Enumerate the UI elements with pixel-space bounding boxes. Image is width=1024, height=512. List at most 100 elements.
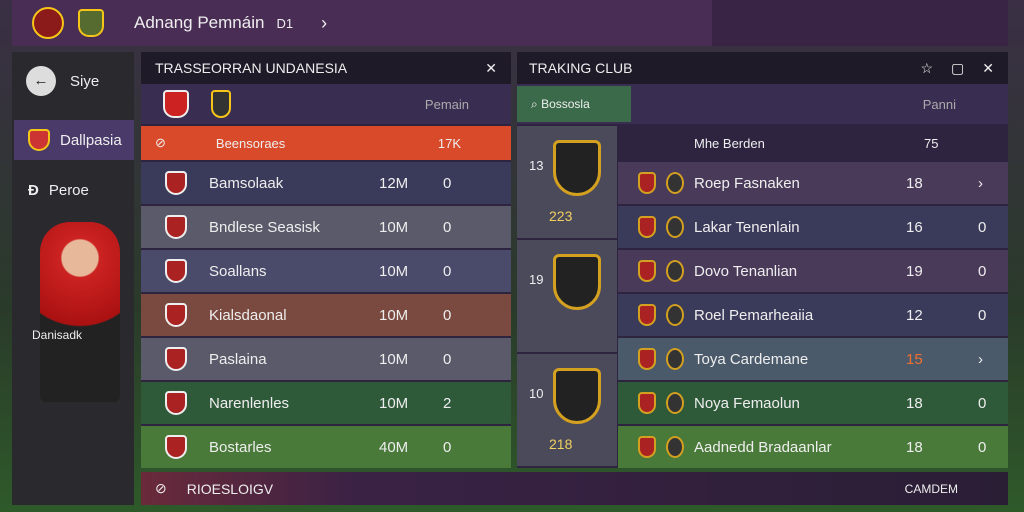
row-name: Dovo Tenanlian	[694, 262, 798, 280]
crest	[165, 303, 187, 327]
club-rank: 10	[529, 386, 544, 401]
row-value: 19	[906, 262, 923, 280]
nav-label: Peroe	[48, 182, 89, 199]
club-crest[interactable]	[553, 368, 601, 424]
player-row[interactable]: Bostarles 40M 0	[141, 426, 511, 468]
club-row[interactable]: Noya Femaolun 18 0	[618, 382, 1008, 424]
player-row[interactable]: Narenlenles 10M 2	[141, 382, 511, 424]
crest	[638, 304, 656, 326]
panel-subheader: ⌕ Bossosla Panni	[517, 84, 1008, 124]
row-name: Noya Femaolun	[694, 394, 800, 412]
row-status: 0	[978, 394, 987, 412]
row-value: 12	[906, 306, 923, 324]
close-button[interactable]: ✕	[485, 59, 497, 76]
forward-arrow[interactable]: ›	[321, 12, 328, 33]
league-logo[interactable]	[78, 9, 104, 37]
crest	[638, 216, 656, 238]
close-button[interactable]: ✕	[982, 59, 994, 76]
row-status: ›	[978, 350, 983, 368]
row-name: Mhe Berden	[694, 135, 765, 151]
row-value: 40M	[379, 438, 409, 456]
crest	[638, 436, 656, 458]
player-row[interactable]: Soallans 10M 0	[141, 250, 511, 292]
row-name: Roep Fasnaken	[694, 174, 800, 192]
back-button[interactable]: ⊘	[155, 480, 167, 496]
panel-title: TRASSEORRAN UNDANESIA	[155, 60, 348, 76]
row-value: 16	[906, 218, 923, 236]
nav-item[interactable]: Dallpasia	[14, 120, 134, 160]
footer-label: RIOESLOIGV	[186, 480, 274, 497]
window-button[interactable]: ▢	[951, 59, 965, 76]
row-count: 0	[443, 218, 452, 236]
star-button[interactable]: ☆	[920, 59, 934, 76]
row-value: 12M	[379, 174, 409, 192]
club-score: 223	[549, 208, 573, 224]
row-name: Toya Cardemane	[694, 350, 809, 368]
crest	[666, 216, 684, 238]
player-row[interactable]: Paslaina 10M 0	[141, 338, 511, 380]
club-crest[interactable]	[553, 140, 601, 196]
row-count: 0	[443, 262, 452, 280]
club-row[interactable]: Toya Cardemane 15 ›	[618, 338, 1008, 380]
title: Adnang Pemnáin	[134, 13, 265, 32]
player-row[interactable]: Kialsdaonal 10M 0	[141, 294, 511, 336]
nav-item[interactable]: ← Siye	[26, 66, 99, 96]
row-status: ›	[978, 174, 983, 192]
tab-label: Bossosla	[541, 97, 590, 111]
club-row[interactable]: Roel Pemarheaiia 12 0	[618, 294, 1008, 336]
row-name: Roel Pemarheaiia	[694, 306, 814, 324]
crest	[638, 392, 656, 414]
row-name: Bostarles	[209, 438, 272, 456]
row-count: 0	[443, 306, 452, 324]
sidebar: ← Siye Dallpasia Ð Peroe Danisadk	[12, 52, 134, 505]
highlight-row[interactable]: ⊘ Beensoraes 17K	[141, 126, 511, 160]
player-image	[40, 222, 120, 402]
crest	[165, 391, 187, 415]
club-score: 218	[549, 436, 573, 452]
row-count: 0	[443, 350, 452, 368]
panel-title-bar: TRASSEORRAN UNDANESIA ✕	[141, 52, 511, 84]
row-count: 0	[443, 438, 452, 456]
row-value: 15	[906, 350, 923, 368]
row-count: 0	[443, 174, 452, 192]
row-value: 10M	[379, 306, 409, 324]
crest	[165, 435, 187, 459]
player-row[interactable]: Bndlese Seasisk 10M 0	[141, 206, 511, 248]
row-name: Bamsolaak	[209, 174, 284, 192]
club-block: 19	[517, 240, 617, 352]
row-value: 18	[906, 438, 923, 456]
row-name: Kialsdaonal	[209, 306, 287, 324]
footer-button[interactable]: CAMDEM	[904, 481, 958, 496]
club-logo[interactable]	[32, 7, 64, 39]
club-block: 10 218	[517, 354, 617, 466]
panel-title-bar: TRAKING CLUB ☆ ▢ ✕	[517, 52, 1008, 84]
crest	[165, 347, 187, 371]
row-count: 2	[443, 394, 452, 412]
club-row[interactable]: Aadnedd Bradaanlar 18 0	[618, 426, 1008, 468]
nav-label: Siye	[70, 72, 100, 90]
crest	[666, 436, 684, 458]
row-status: 0	[978, 306, 987, 324]
crest	[638, 260, 656, 282]
crest	[165, 171, 187, 195]
crest	[165, 259, 187, 283]
row-value: 10M	[379, 350, 409, 368]
crest	[666, 260, 684, 282]
club-block: 13 223	[517, 126, 617, 238]
club-row[interactable]: Roep Fasnaken 18 ›	[618, 162, 1008, 204]
row-value: 75	[924, 135, 939, 151]
club-row[interactable]: Lakar Tenenlain 16 0	[618, 206, 1008, 248]
nav-item[interactable]: Ð Peroe	[28, 182, 89, 199]
column-header: Panni	[922, 96, 956, 112]
tab[interactable]: ⌕ Bossosla	[517, 86, 631, 122]
player-row[interactable]: Bamsolaak 12M 0	[141, 162, 511, 204]
row-name: Bndlese Seasisk	[209, 218, 320, 236]
club-row[interactable]: Dovo Tenanlian 19 0	[618, 250, 1008, 292]
row-name: Soallans	[209, 262, 267, 280]
row-name: Paslaina	[209, 350, 267, 368]
row-status: 0	[978, 438, 987, 456]
badge: D1	[276, 15, 294, 31]
club-crest[interactable]	[553, 254, 601, 310]
row-name: Beensoraes	[215, 135, 286, 151]
